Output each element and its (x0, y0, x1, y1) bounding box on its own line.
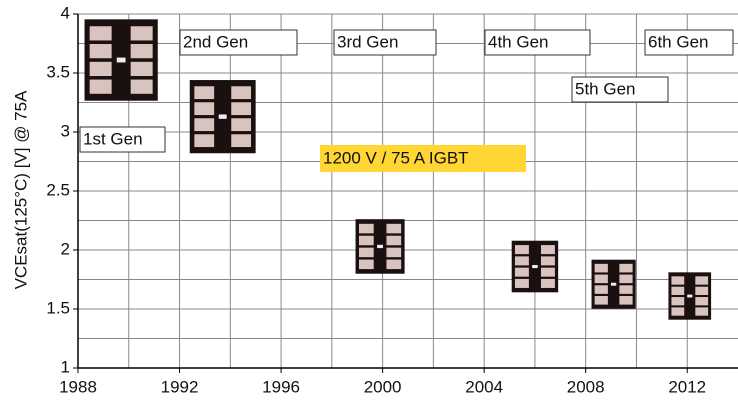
chip-gate (687, 294, 693, 298)
y-tick-label: 4 (61, 3, 70, 22)
chip-marker (355, 219, 405, 274)
gen-label-box (179, 29, 298, 56)
x-tick-label: 1988 (59, 377, 97, 396)
chip-marker (84, 19, 158, 101)
annotation: 1200 V / 75 A IGBT (323, 148, 469, 167)
chip-cell (594, 263, 608, 273)
chip-marker (591, 259, 636, 309)
chip-cell (358, 223, 374, 234)
chip-cell (130, 61, 153, 77)
chip-cell (594, 296, 608, 305)
chip-cell (514, 278, 529, 288)
chip-cell (89, 26, 112, 41)
chip-gate (377, 244, 384, 249)
chip-cell (194, 118, 215, 132)
y-axis-label: VCEsat(125°C) [V] @ 75A (11, 90, 30, 290)
chip-cell (695, 307, 709, 316)
chip-cell (231, 134, 252, 148)
chip-cell (386, 223, 402, 234)
chip-cell (540, 245, 555, 255)
gen-label-box (571, 76, 669, 103)
chip-cell (514, 267, 529, 277)
chip-cell (386, 259, 402, 270)
chip-cell (619, 274, 633, 284)
y-tick-label: 3.5 (46, 62, 70, 81)
chip-gate (218, 114, 227, 119)
gen-label: 5th Gen (575, 79, 636, 98)
chip-cell (89, 61, 112, 77)
annotation-box (320, 145, 526, 172)
gen-label: 1st Gen (83, 129, 143, 148)
chip-marker (189, 80, 256, 154)
chip-cell (619, 263, 633, 273)
gen-label-box (333, 29, 437, 56)
chip-cell (89, 44, 112, 59)
chip-cell (130, 26, 153, 41)
chip-cell (231, 102, 252, 116)
chip-cell (358, 247, 374, 258)
chip-cell (130, 44, 153, 59)
chip-cell (594, 285, 608, 294)
y-tick-label: 2.5 (46, 180, 70, 199)
x-tick-label: 2012 (668, 377, 706, 396)
chip-cell (89, 79, 112, 94)
chip-cell (514, 256, 529, 266)
chip-gate (610, 282, 617, 286)
chip-gate (116, 57, 126, 63)
chip-cell (671, 276, 685, 285)
chip-cell (358, 259, 374, 270)
chip-cell (671, 307, 685, 316)
chip-cell (194, 134, 215, 148)
chip-cell (540, 267, 555, 277)
x-tick-label: 2004 (465, 377, 503, 396)
chip-cell (619, 296, 633, 305)
chip-cell (619, 285, 633, 294)
y-tick-label: 1 (61, 357, 70, 376)
chip-cell (695, 297, 709, 306)
chip-cell (540, 256, 555, 266)
y-tick-label: 3 (61, 121, 70, 140)
chip-marker (511, 240, 559, 293)
chip-cell (695, 276, 709, 285)
chip-cell (231, 86, 252, 100)
chip-cell (386, 235, 402, 246)
chip-cell (194, 102, 215, 116)
gen-label-box (644, 29, 734, 56)
chip-cell (671, 286, 685, 295)
x-tick-label: 1996 (262, 377, 300, 396)
chip-cell (386, 247, 402, 258)
x-tick-label: 2008 (567, 377, 605, 396)
gen-label-box (79, 126, 166, 153)
gen-label: 3rd Gen (337, 32, 398, 51)
y-tick-label: 2 (61, 239, 70, 258)
gen-label: 6th Gen (648, 32, 709, 51)
chip-cell (540, 278, 555, 288)
gen-label: 4th Gen (488, 32, 549, 51)
chip-cell (231, 118, 252, 132)
x-tick-label: 2000 (364, 377, 402, 396)
chip-cell (514, 245, 529, 255)
chip-cell (358, 235, 374, 246)
chip-cell (194, 86, 215, 100)
chip-cell (671, 297, 685, 306)
chip-gate (532, 264, 538, 269)
chip-cell (594, 274, 608, 284)
chip-marker (668, 272, 712, 320)
chip-cell (695, 286, 709, 295)
chip-cell (130, 79, 153, 94)
gen-label: 2nd Gen (183, 32, 248, 51)
y-tick-label: 1.5 (46, 298, 70, 317)
gen-label-box (484, 29, 591, 56)
x-tick-label: 1992 (161, 377, 199, 396)
